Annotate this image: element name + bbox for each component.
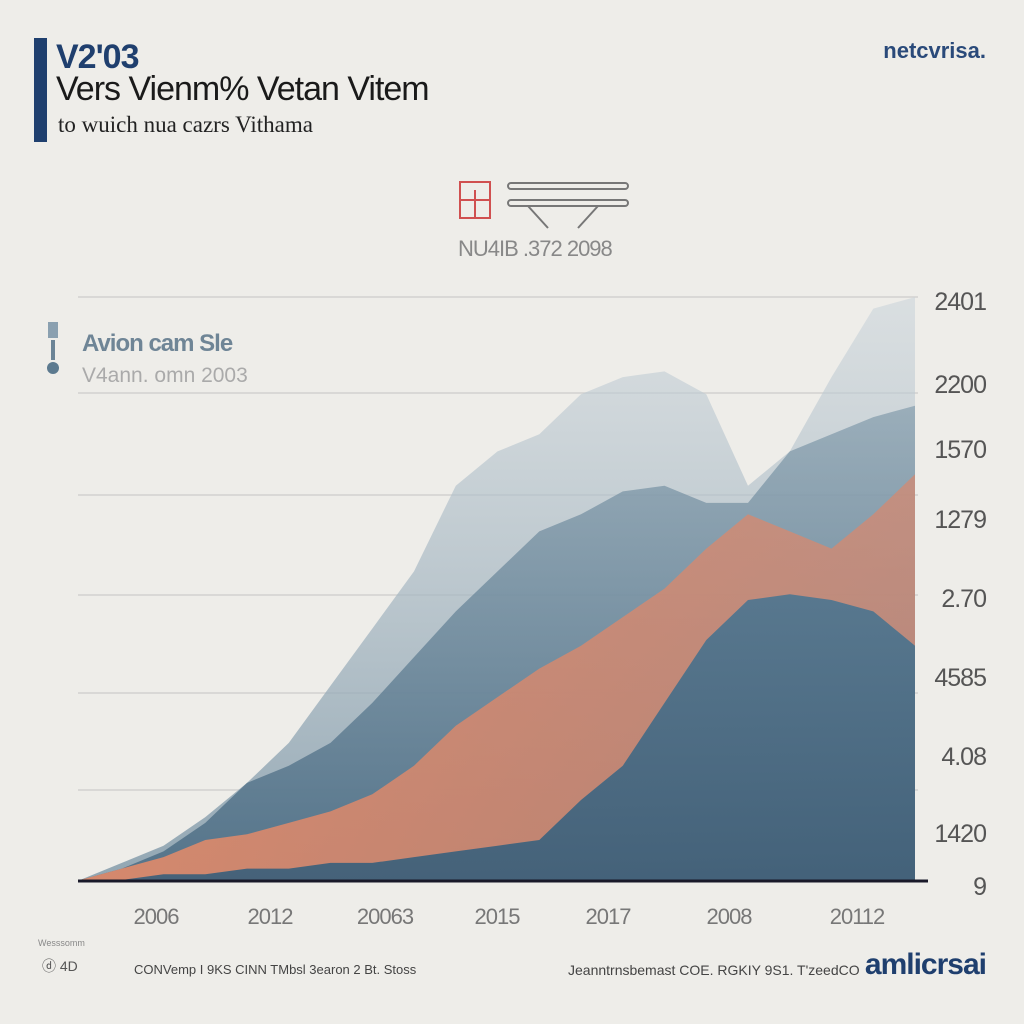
- source-label: Wesssomm: [38, 938, 85, 948]
- brand-logo-bottom: amlicrsai: [864, 948, 987, 981]
- y-tick-label: 1279: [934, 506, 986, 534]
- emblem-icon: [459, 181, 629, 229]
- x-tick-label: 2008: [707, 904, 753, 929]
- x-tick-label: 20112: [830, 904, 885, 929]
- x-tick-label: 20063: [357, 904, 414, 929]
- chart-kicker: V2'03: [56, 38, 139, 76]
- emblem-caption: NU4IB .372 2098: [458, 236, 613, 261]
- legend-marker-icon: [47, 322, 59, 374]
- x-tick-label: 2012: [248, 904, 294, 929]
- legend-title: Avion cam Sle: [82, 330, 233, 357]
- area-series-navy: [80, 594, 915, 880]
- y-tick-label: 1570: [934, 436, 986, 464]
- footer-credit-right: Jeanntrnsbemast COE. RGKIY 9S1. T'zeedCO: [568, 962, 860, 978]
- chart-subtitle: to wuich nua cazrs Vithama: [58, 112, 313, 137]
- legend-subtitle: V4ann. omn 2003: [82, 364, 248, 387]
- title-accent-bar: [34, 38, 47, 142]
- x-tick-label: 2015: [475, 904, 521, 929]
- y-tick-label: 2.70: [941, 585, 986, 613]
- footer-credit-left: CONVemp I 9KS CINN TMbsl 3earon 2 Bt. St…: [134, 962, 417, 977]
- y-tick-label: 9: [973, 873, 986, 901]
- chart-title: Vers Vienm% Vetan Vitem: [56, 70, 430, 108]
- y-tick-label: 2401: [934, 288, 986, 316]
- y-tick-label: 4.08: [941, 743, 986, 771]
- y-tick-label: 1420: [934, 820, 986, 848]
- x-tick-label: 2006: [134, 904, 180, 929]
- y-tick-label: 4585: [934, 664, 986, 692]
- brand-logo-top: netcvrisa.: [883, 38, 986, 63]
- y-tick-label: 2200: [934, 371, 986, 399]
- x-tick-label: 2017: [586, 904, 632, 929]
- footer-seal-icon: ⓓ 4D: [42, 958, 78, 974]
